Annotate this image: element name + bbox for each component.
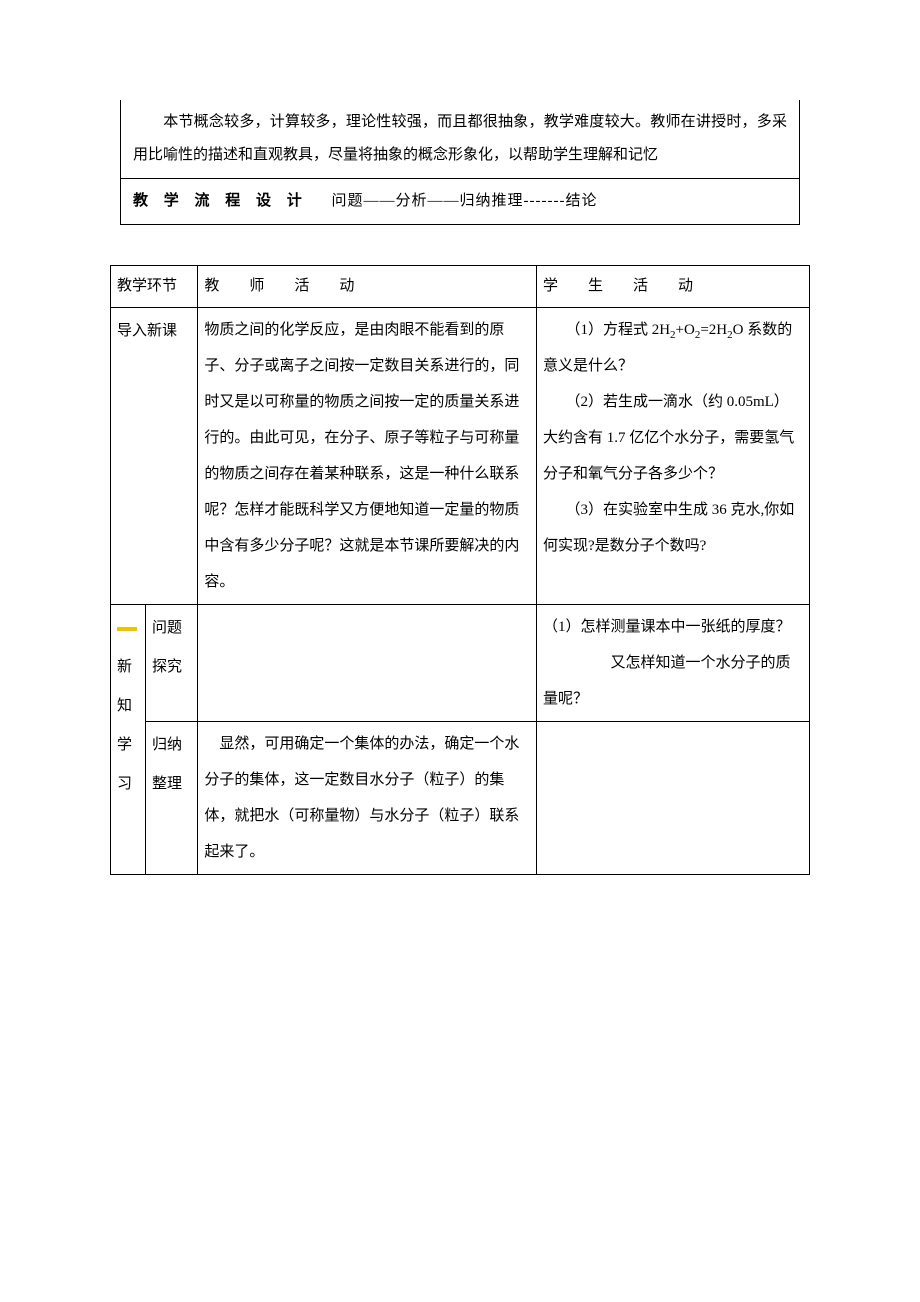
header-section: 教学环节: [111, 266, 198, 308]
teacher-cell-guina: 显然，可用确定一个集体的办法，确定一个水分子的集体，这一定数目水分子（粒子）的集…: [198, 722, 537, 875]
student-q3: （3）在实验室中生成 36 克水,你如何实现?是数分子个数吗?: [543, 502, 794, 554]
intro-paragraph: 本节概念较多，计算较多，理论性较强，而且都很抽象，教学难度较大。教师在讲授时，多…: [121, 100, 799, 179]
accent-bar-icon: [117, 627, 137, 631]
lesson-table: 教学环节 教 师 活 动 学 生 活 动 导入新课 物质之间的化学反应，是由肉眼…: [110, 265, 810, 875]
teacher-cell-q: [198, 605, 537, 722]
header-student: 学 生 活 动: [536, 266, 809, 308]
student-p2: 又怎样知道一个水分子的质量呢？: [543, 655, 791, 707]
section-newknow: 新知学习: [111, 605, 146, 875]
student-cell-q: （1）怎样测量课本中一张纸的厚度？ 又怎样知道一个水分子的质量呢？: [536, 605, 809, 722]
section-newknow-text: 新知学习: [117, 659, 132, 792]
intro-text: 本节概念较多，计算较多，理论性较强，而且都很抽象，教学难度较大。教师在讲授时，多…: [133, 114, 787, 163]
student-q2: （2）若生成一滴水（约 0.05mL）大约含有 1.7 亿亿个水分子，需要氢气分…: [543, 394, 794, 482]
teacher-cell-intro: 物质之间的化学反应，是由肉眼不能看到的原子、分子或离子之间按一定数目关系进行的，…: [198, 308, 537, 605]
table-row: 导入新课 物质之间的化学反应，是由肉眼不能看到的原子、分子或离子之间按一定数目关…: [111, 308, 810, 605]
header-teacher: 教 师 活 动: [198, 266, 537, 308]
flow-label: 教 学 流 程 设 计: [133, 193, 308, 209]
student-cell-guina: [536, 722, 809, 875]
sub-wenti: 问题探究: [145, 605, 197, 722]
sub-guina: 归纳整理: [145, 722, 197, 875]
page: 本节概念较多，计算较多，理论性较强，而且都很抽象，教学难度较大。教师在讲授时，多…: [0, 100, 920, 875]
flow-text: 问题——分析——归纳推理-------结论: [332, 193, 598, 209]
section-intro: 导入新课: [111, 308, 198, 605]
table-header-row: 教学环节 教 师 活 动 学 生 活 动: [111, 266, 810, 308]
table-row: 新知学习 问题探究 （1）怎样测量课本中一张纸的厚度？ 又怎样知道一个水分子的质…: [111, 605, 810, 722]
flow-row: 教 学 流 程 设 计 问题——分析——归纳推理-------结论: [121, 179, 799, 224]
table-row: 归纳整理 显然，可用确定一个集体的办法，确定一个水分子的集体，这一定数目水分子（…: [111, 722, 810, 875]
student-p1: （1）怎样测量课本中一张纸的厚度？: [543, 619, 791, 635]
intro-box: 本节概念较多，计算较多，理论性较强，而且都很抽象，教学难度较大。教师在讲授时，多…: [120, 100, 800, 225]
student-q1-a: （1）方程式 2H: [565, 322, 670, 338]
student-cell-intro: （1）方程式 2H2+O2=2H2O 系数的意义是什么？ （2）若生成一滴水（约…: [536, 308, 809, 605]
